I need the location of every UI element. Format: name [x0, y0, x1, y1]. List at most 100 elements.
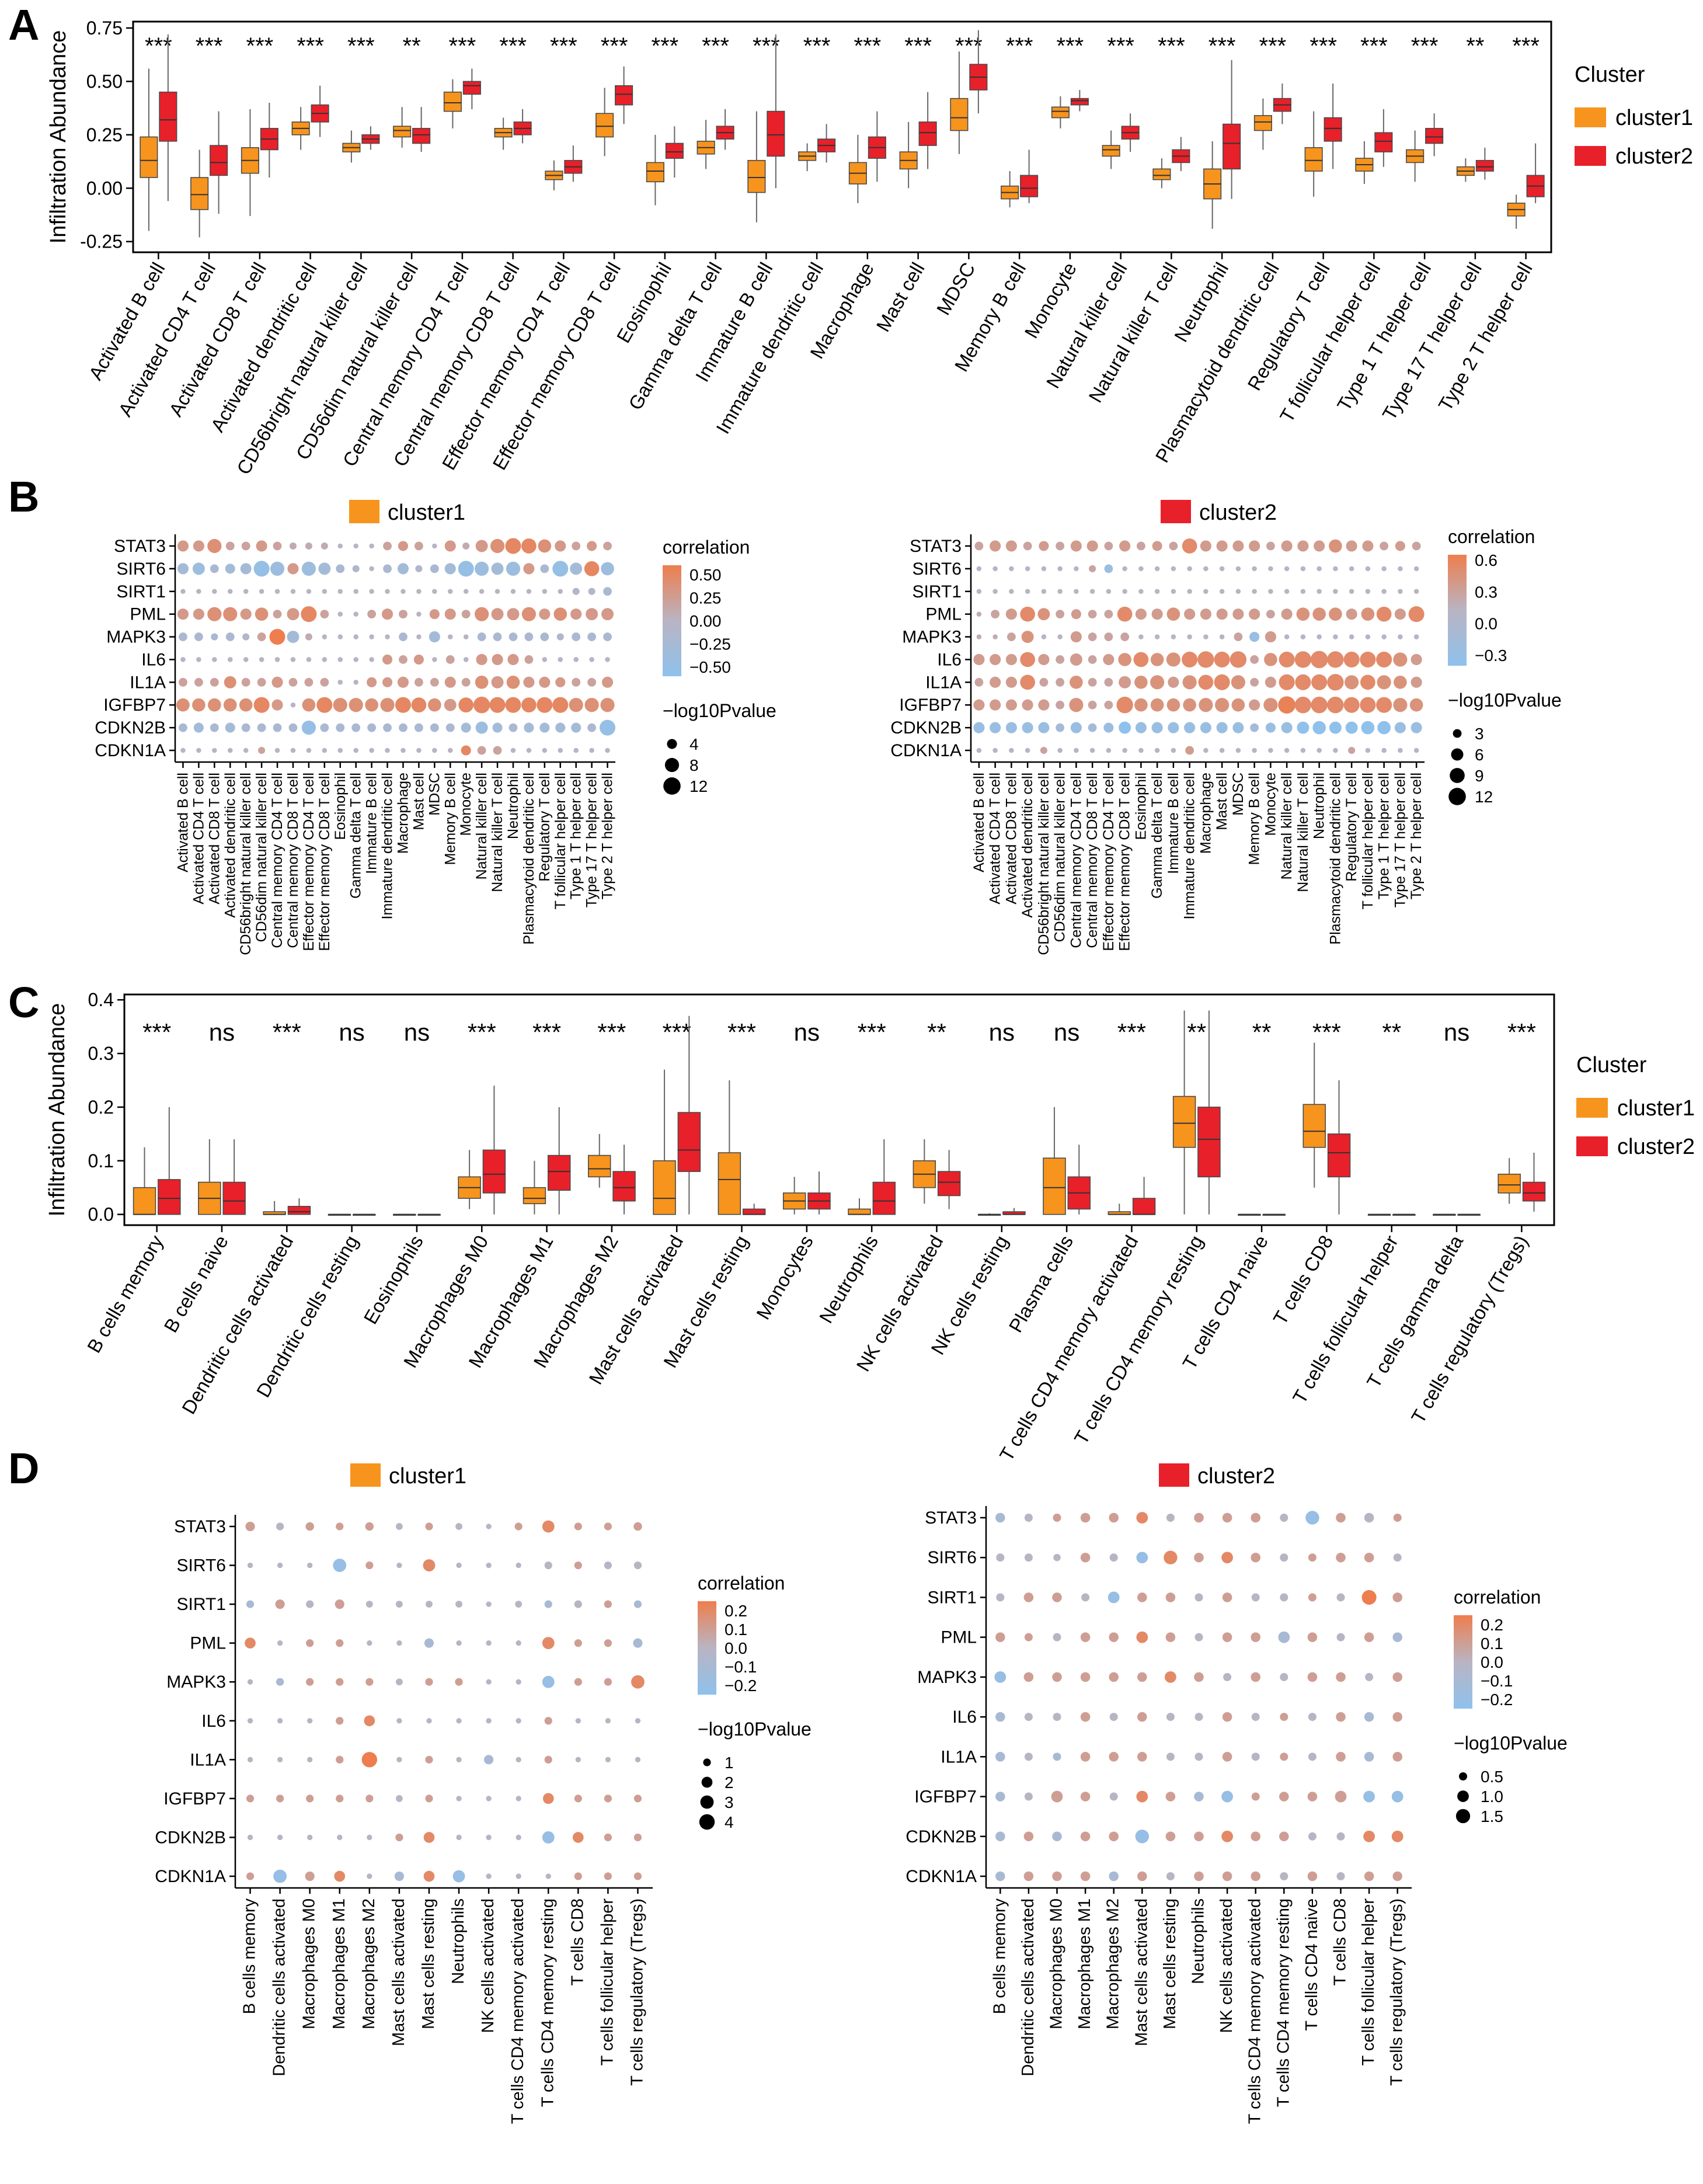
bubble-cdkn2b-macrophages-m0	[307, 1834, 313, 1841]
bubble-cdkn2b-mast-cells-activated	[1135, 1830, 1150, 1844]
bubble-sirt6-mast-cells-resting	[1164, 1550, 1178, 1564]
bubble-il6-memory-b-cell	[445, 655, 455, 664]
panel-a-boxplot: -0.25 0.00 0.25 0.50 0.75 Infiltration Abunda…	[46, 18, 1693, 478]
cell-label-t-follicular-helper-cell: T follicular helper cell	[1360, 773, 1376, 909]
colorbar-tick-label: −0.2	[1481, 1691, 1513, 1709]
bubble-il6-macrophage	[1197, 651, 1214, 668]
bubble-sirt6-activated-cd4-t-cell	[192, 562, 205, 575]
bubble-sirt6-t-cells-follicular-helper	[604, 1561, 612, 1570]
significance-label: ***	[1158, 33, 1185, 59]
bubble-il6-type-2-t-helper-cell	[1411, 653, 1422, 666]
cell-label-natural-killer-cell: Natural killer cell	[473, 773, 490, 879]
plot-frame	[132, 20, 1552, 253]
size-legend-title: −log10Pvalue	[663, 700, 776, 721]
bubble-sirt1-natural-killer-cell	[479, 589, 485, 594]
bubble-cdkn2b-memory-b-cell	[445, 723, 455, 732]
x-label-gamma-delta-t-cell: Gamma delta T cell	[624, 259, 726, 413]
bubble-sirt1-plasmacytoid-dendritic-cell	[1333, 589, 1338, 594]
bubble-sirt1-plasmacytoid-dendritic-cell	[526, 589, 532, 594]
bubble-stat3-t-cells-cd4-memory-activated	[1251, 1512, 1260, 1523]
bubble-cdkn1a-t-cells-cd4-memory-resting	[1280, 1872, 1288, 1880]
bubble-pml-t-cells-cd8	[1336, 1633, 1345, 1642]
bubble-il6-macrophages-m2	[1109, 1713, 1118, 1722]
cell-label-central-memory-cd4-t-cell: Central memory CD4 T cell	[269, 773, 285, 948]
bubble-sirt6-central-memory-cd4-t-cell	[270, 561, 285, 576]
bubble-il6-cd56bright-natural-killer-cell	[243, 657, 249, 662]
significance-label: ***	[858, 1018, 886, 1046]
bubble-mapk3-mdsc	[1234, 632, 1243, 641]
bubble-pml-mast-cells-activated	[1136, 1631, 1148, 1643]
x-label-b-cells-naive: B cells naive	[159, 1232, 232, 1336]
bubble-stat3-activated-cd4-t-cell	[193, 540, 204, 552]
bubble-il6-t-cells-cd4-memory-activated	[516, 1718, 521, 1724]
bubble-sirt1-monocyte	[463, 589, 469, 594]
bubble-pml-cd56dim-natural-killer-cell	[1056, 610, 1065, 619]
bubble-cdkn2b-t-cells-follicular-helper	[604, 1833, 612, 1842]
box-cluster1-mast-cells-resting	[718, 1152, 741, 1215]
bubble-cdkn2b-activated-cd4-t-cell	[990, 722, 1001, 733]
bubble-mapk3-t-cells-cd8	[1336, 1672, 1346, 1682]
bubble-stat3-mdsc	[432, 543, 437, 549]
bubble-stat3-activated-b-cell	[177, 540, 189, 552]
box-cluster2-t-cells-regulatory-tregs	[1522, 1181, 1546, 1202]
bubble-il6-eosinophil	[1133, 652, 1149, 667]
cell-label-central-memory-cd8-t-cell: Central memory CD8 T cell	[1084, 773, 1100, 948]
cell-label-t-follicular-helper-cell: T follicular helper cell	[552, 773, 569, 909]
bubble-mapk3-regulatory-t-cell	[1349, 634, 1354, 639]
bubble-stat3-mast-cell	[414, 541, 423, 551]
bubble-mapk3-eosinophil	[337, 634, 343, 639]
bubble-cdkn2b-t-cells-cd4-naive	[1308, 1832, 1317, 1841]
bubble-pml-natural-killer-cell	[1281, 608, 1293, 620]
bubble-il1a-regulatory-t-cell	[1345, 675, 1359, 690]
bubble-cdkn1a-t-cells-follicular-helper	[604, 1872, 612, 1880]
bubble-stat3-immature-dendritic-cell	[383, 541, 392, 551]
cell-label-regulatory-t-cell: Regulatory T cell	[537, 773, 553, 882]
panel-b-bubble: cluster1 STAT3 SIRT6 SIRT1 PML MAPK3 IL6 IL1A IG…	[95, 500, 1562, 955]
box-cluster2-macrophages-m0	[482, 1149, 506, 1194]
corr-colorbar	[698, 1601, 716, 1695]
bubble-il1a-gamma-delta-t-cell	[353, 680, 358, 685]
bubble-igfbp7-neutrophils	[456, 1796, 462, 1802]
bubble-stat3-immature-b-cell	[1169, 541, 1178, 551]
bubble-cdkn2b-regulatory-t-cell	[1345, 721, 1358, 734]
cell-label-neutrophil: Neutrophil	[1311, 773, 1328, 839]
bubble-sirt1-effector-memory-cd4-t-cell	[1106, 589, 1112, 594]
bubble-igfbp7-immature-dendritic-cell	[1183, 698, 1196, 712]
significance-label: ***	[1507, 1018, 1536, 1046]
gene-label-il1a: IL1A	[925, 673, 962, 692]
bubble-il6-macrophages-m1	[336, 1717, 344, 1725]
bubble-sirt1-cd56bright-natural-killer-cell	[1041, 589, 1047, 594]
cell-label-activated-cd4-t-cell: Activated CD4 T cell	[190, 773, 207, 905]
bubble-cdkn1a-natural-killer-t-cell	[1300, 747, 1306, 753]
bubble-mapk3-cd56dim-natural-killer-cell	[1057, 634, 1063, 639]
bubble-sirt6-gamma-delta-t-cell	[1154, 566, 1160, 572]
cell-label-natural-killer-t-cell: Natural killer T cell	[489, 773, 506, 892]
bubble-cdkn2b-dendritic-cells-activated	[277, 1834, 283, 1841]
bubble-cdkn1a-natural-killer-t-cell	[493, 746, 502, 755]
significance-label: ***	[468, 1018, 496, 1046]
bubble-igfbp7-neutrophils	[1194, 1792, 1204, 1802]
bubble-sirt1-t-cells-regulatory-tregs	[1392, 1592, 1402, 1602]
bubble-mapk3-t-cells-regulatory-tregs	[631, 1675, 645, 1689]
cell-label-t-cells-follicular-helper: T cells follicular helper	[598, 1898, 617, 2066]
bubble-mapk3-monocyte	[1265, 631, 1276, 643]
bubble-il6-natural-killer-t-cell	[492, 653, 503, 666]
gene-label-il6: IL6	[952, 1707, 977, 1727]
bubble-il1a-type-2-t-helper-cell	[1411, 676, 1422, 688]
bubble-cdkn1a-activated-cd8-t-cell	[1009, 747, 1014, 753]
bubble-il6-nk-cells-activated	[1222, 1712, 1232, 1722]
significance-label: ***	[1117, 1018, 1146, 1046]
bubble-stat3-cd56bright-natural-killer-cell	[1039, 541, 1049, 551]
box-cluster2-memory-b-cell	[1020, 175, 1039, 197]
bubble-cdkn2b-plasmacytoid-dendritic-cell	[524, 722, 534, 733]
bubble-stat3-plasmacytoid-dendritic-cell	[1329, 539, 1342, 553]
significance-label: ***	[1411, 33, 1439, 59]
bubble-sirt1-t-cells-follicular-helper	[604, 1600, 612, 1608]
bubble-sirt6-immature-b-cell	[369, 566, 374, 572]
bubble-sirt1-central-memory-cd4-t-cell	[274, 589, 280, 594]
bubble-mapk3-mdsc	[429, 631, 440, 643]
bubble-pml-mdsc	[429, 609, 440, 620]
bubble-mapk3-t-follicular-helper-cell	[556, 633, 564, 641]
size-legend-dot	[699, 1814, 715, 1830]
cell-label-macrophages-m0: Macrophages M0	[300, 1898, 319, 2029]
